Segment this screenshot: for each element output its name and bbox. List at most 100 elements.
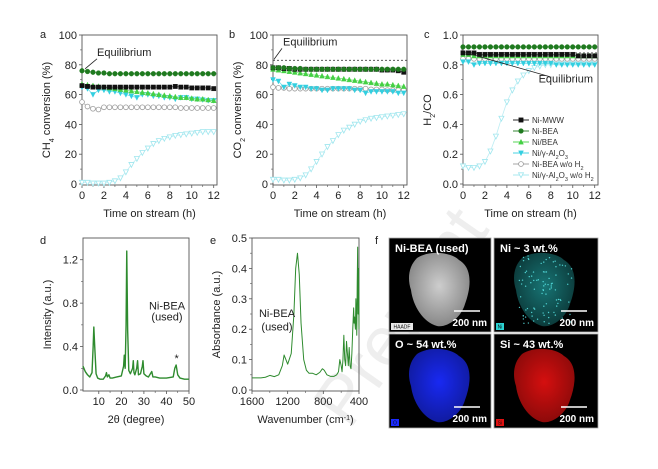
chart-a-point <box>183 71 189 77</box>
chart-e-ytick-label: 0.1 <box>232 355 247 367</box>
chart-c-point <box>504 51 510 57</box>
chart-a-point <box>95 106 102 113</box>
chart-a-point <box>112 71 118 77</box>
chart-c-point <box>504 60 510 67</box>
chart-b-point <box>351 77 358 83</box>
panel-letter-d: d <box>40 235 46 247</box>
chart-b-point <box>384 113 391 120</box>
chart-c-ytick-label: 0.0 <box>443 179 458 191</box>
chart-a-point <box>128 84 134 90</box>
chart-a-point <box>199 129 206 136</box>
chart-c-point <box>520 60 527 67</box>
chart-c-point <box>520 44 526 50</box>
chart-c-point <box>509 60 516 67</box>
chart-c-point <box>514 78 522 85</box>
em-particle-map <box>514 252 575 327</box>
chart-a-point <box>194 105 201 111</box>
chart-c-xtick-label: 4 <box>504 190 510 202</box>
chart-c-point <box>487 148 494 155</box>
chart-b-point <box>379 81 385 87</box>
chart-d-peak-asterisk: * <box>174 353 179 365</box>
chart-e-ytick-label: 0.5 <box>232 233 247 245</box>
chart-a-equilibrium-label: Equilibrium <box>97 47 151 59</box>
legend-entry: Ni/γ-Al2O3 <box>513 149 568 161</box>
panel-f-em-maps: Ni-BEA (used) 200 nm HAADF Ni ~ 3 wt.% 200 n… <box>388 237 599 429</box>
chart-c-h2-co-ratio: 0 2 4 6 8 10 12 0.0 0.2 0.4 0.6 0.8 1.0 Time on strea… <box>422 30 601 220</box>
chart-a-point <box>144 145 152 152</box>
chart-c-point <box>465 44 472 50</box>
chart-d-sample-label-line2: (used) <box>151 312 182 324</box>
chart-c-point <box>564 62 571 68</box>
chart-b-point <box>286 81 293 88</box>
legend-label: Ni/γ-Al2O3 <box>532 149 568 161</box>
chart-a-ytick-label: 20 <box>65 149 77 161</box>
chart-e-ytick-label: 0.0 <box>232 385 247 397</box>
chart-e-sample-label-line2: (used) <box>261 322 292 334</box>
chart-c-ytick-label: 1.0 <box>443 30 458 42</box>
chart-b-point <box>269 176 277 184</box>
chart-a-point <box>200 71 206 77</box>
chart-c-point <box>481 159 489 166</box>
panel-letter-c: c <box>424 29 430 41</box>
chart-a-point <box>188 105 195 111</box>
chart-b-point <box>329 138 337 145</box>
chart-b-point <box>373 80 380 86</box>
chart-b-point <box>313 86 320 92</box>
em-channel-tag: Ni <box>498 325 503 331</box>
chart-c-point <box>581 53 587 59</box>
chart-a-point <box>139 104 146 111</box>
chart-a-point <box>89 180 97 187</box>
chart-c-point <box>493 44 499 50</box>
chart-a-point <box>95 180 102 187</box>
chart-a-point <box>84 68 91 75</box>
chart-c-point <box>569 62 576 68</box>
chart-c-xlabel: Time on stream (h) <box>484 208 577 220</box>
chart-b-point <box>275 78 282 85</box>
chart-c-point <box>526 51 532 57</box>
chart-b-point <box>291 83 298 89</box>
chart-a-ytick-label: 40 <box>65 119 77 131</box>
chart-b-point <box>308 86 314 92</box>
chart-c-ytick-label: 0.6 <box>443 90 458 102</box>
chart-b-point <box>373 66 380 72</box>
chart-b-point <box>319 66 325 72</box>
chart-c-point <box>509 51 515 57</box>
chart-a-point <box>211 86 217 92</box>
chart-a-point <box>183 105 190 111</box>
chart-a-point <box>177 105 184 111</box>
chart-a-ytick-label: 0 <box>71 179 77 191</box>
chart-c-point <box>564 44 570 50</box>
chart-a-point <box>150 104 157 111</box>
chart-e-xlabel: Wavenumber (cm-1) <box>257 414 353 426</box>
chart-d-ytick-label: 0.4 <box>63 342 78 354</box>
em-scale-bar-label: 200 nm <box>560 414 595 425</box>
chart-c-point <box>547 60 554 67</box>
chart-a-point <box>205 129 212 136</box>
chart-a-point <box>134 95 140 101</box>
chart-b-point <box>368 79 374 86</box>
chart-b-point <box>362 78 369 85</box>
chart-a-point <box>139 84 145 90</box>
chart-a-point <box>161 104 168 111</box>
legend-marker <box>518 150 524 157</box>
chart-b-ytick-label: 100 <box>250 30 268 42</box>
chart-b-point <box>373 115 380 122</box>
panel-letter-b: b <box>229 29 235 41</box>
chart-c-frame <box>462 34 599 186</box>
chart-a-point <box>205 85 211 91</box>
chart-a-point <box>200 85 206 91</box>
chart-c-point <box>559 51 565 57</box>
chart-a-point <box>161 71 167 77</box>
chart-b-point <box>313 72 320 78</box>
chart-a-point <box>101 84 107 90</box>
chart-a-point <box>188 95 195 101</box>
legend-entry: Ni/BEA <box>513 138 558 147</box>
chart-b-xtick-label: 12 <box>398 190 410 202</box>
chart-e-xtick-label: 800 <box>314 396 332 408</box>
chart-c-point <box>575 62 582 68</box>
chart-a-point <box>123 71 129 77</box>
chart-b-point <box>308 66 314 72</box>
chart-b-point <box>340 127 347 134</box>
legend-entry: Ni-BEA w/o H2 <box>513 160 584 172</box>
chart-c-point <box>537 60 543 67</box>
